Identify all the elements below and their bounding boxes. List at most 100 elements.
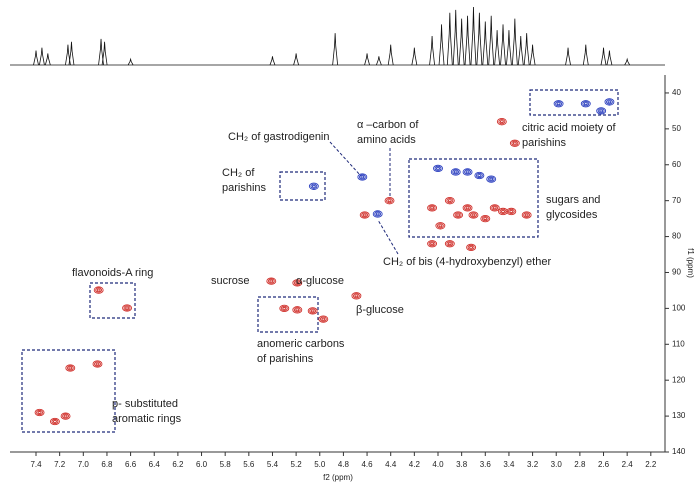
- contour-ring: [465, 170, 470, 174]
- annotation: CH₂ of bis (4-hydroxybenzyl) ether: [383, 256, 551, 268]
- cross-peak: [266, 277, 277, 285]
- y-tick-label: 120: [672, 375, 686, 384]
- cross-peak: [372, 210, 383, 218]
- cross-peak: [506, 207, 517, 216]
- contour-ring: [68, 366, 73, 370]
- contour-ring: [293, 307, 301, 313]
- x-tick-label: 6.0: [196, 460, 208, 469]
- contour-ring: [474, 171, 485, 180]
- contour-ring: [453, 170, 458, 174]
- cross-peak: [521, 211, 532, 219]
- annotation: α –carbon of: [357, 119, 419, 131]
- cross-peak: [49, 417, 60, 426]
- contour-ring: [475, 172, 483, 179]
- contour-ring: [352, 293, 360, 299]
- contour-ring: [358, 174, 366, 180]
- contour-ring: [489, 177, 494, 181]
- contour-ring: [580, 100, 591, 108]
- contour-ring: [436, 223, 444, 229]
- x-tick-label: 2.2: [645, 460, 657, 469]
- contour-ring: [51, 418, 59, 425]
- contour-ring: [293, 280, 301, 286]
- x-tick-label: 7.0: [78, 460, 90, 469]
- cross-peak: [292, 279, 303, 287]
- contour-ring: [318, 315, 329, 323]
- x-tick-label: 4.2: [409, 460, 421, 469]
- contour-ring: [444, 197, 455, 205]
- contour-ring: [462, 204, 473, 212]
- contour-ring: [468, 211, 479, 219]
- region-box: [89, 282, 136, 319]
- cross-peak: [60, 412, 71, 420]
- cross-peak: [580, 100, 591, 108]
- projection-peak: [494, 30, 501, 66]
- x-tick-label: 3.6: [480, 460, 492, 469]
- projection-peak: [364, 53, 370, 66]
- contour-ring: [266, 277, 277, 285]
- y-tick-label: 140: [672, 447, 686, 456]
- contour-ring: [435, 222, 446, 230]
- contour-ring: [387, 199, 392, 203]
- contour-ring: [436, 166, 440, 170]
- contour-ring: [499, 120, 504, 124]
- contour-ring: [452, 169, 460, 175]
- contour-ring: [604, 98, 615, 106]
- contour-ring: [428, 241, 436, 247]
- cross-peak: [462, 168, 473, 176]
- projection-peak: [127, 57, 134, 66]
- contour-ring: [310, 309, 315, 313]
- contour-ring: [446, 241, 454, 247]
- projection-peak: [429, 35, 435, 66]
- contour-ring: [372, 210, 383, 218]
- contour-ring: [386, 198, 393, 204]
- contour-ring: [96, 288, 101, 292]
- cross-peak: [596, 107, 607, 115]
- cross-peak: [486, 175, 497, 183]
- contour-ring: [501, 209, 505, 213]
- contour-ring: [486, 175, 497, 183]
- x-tick-label: 3.0: [551, 460, 563, 469]
- contour-ring: [292, 306, 303, 314]
- contour-ring: [509, 209, 514, 213]
- x-tick-label: 5.4: [267, 460, 279, 469]
- cross-peak: [318, 315, 329, 323]
- projection-peak: [98, 38, 104, 66]
- contour-ring: [319, 316, 327, 322]
- contour-ring: [309, 308, 317, 314]
- x-tick-label: 6.6: [125, 460, 137, 469]
- contour-ring: [465, 206, 470, 210]
- contour-ring: [492, 206, 497, 210]
- contour-ring: [454, 212, 462, 218]
- contour-ring: [354, 294, 359, 298]
- x-tick-label: 2.8: [574, 460, 586, 469]
- y-tick-label: 130: [672, 411, 686, 420]
- projection-peak: [332, 33, 339, 66]
- projection-peak: [488, 15, 495, 66]
- annotation: CH₂ of: [222, 167, 255, 179]
- contour-ring: [295, 281, 300, 285]
- contour-ring: [487, 176, 495, 182]
- region-box: [21, 349, 116, 433]
- contour-ring: [361, 212, 369, 218]
- cross-peak: [65, 364, 76, 372]
- projection-peak: [293, 53, 300, 66]
- y-tick-label: 110: [672, 339, 685, 348]
- cross-peak: [307, 307, 318, 315]
- contour-ring: [447, 242, 452, 246]
- x-axis-label: f2 (ppm): [323, 473, 353, 482]
- cross-peak: [279, 304, 290, 313]
- contour-ring: [597, 108, 605, 114]
- contour-ring: [292, 279, 303, 287]
- projection-peak: [438, 24, 445, 66]
- contour-ring: [122, 304, 132, 312]
- contour-ring: [450, 168, 461, 176]
- annotation: sucrose: [211, 275, 250, 287]
- y-tick-label: 100: [672, 303, 686, 312]
- contour-ring: [280, 305, 288, 311]
- contour-ring: [524, 213, 529, 217]
- x-tick-label: 5.8: [220, 460, 232, 469]
- cross-peak: [480, 214, 491, 223]
- contour-ring: [282, 306, 287, 310]
- contour-ring: [362, 213, 367, 217]
- cross-peak: [34, 408, 45, 417]
